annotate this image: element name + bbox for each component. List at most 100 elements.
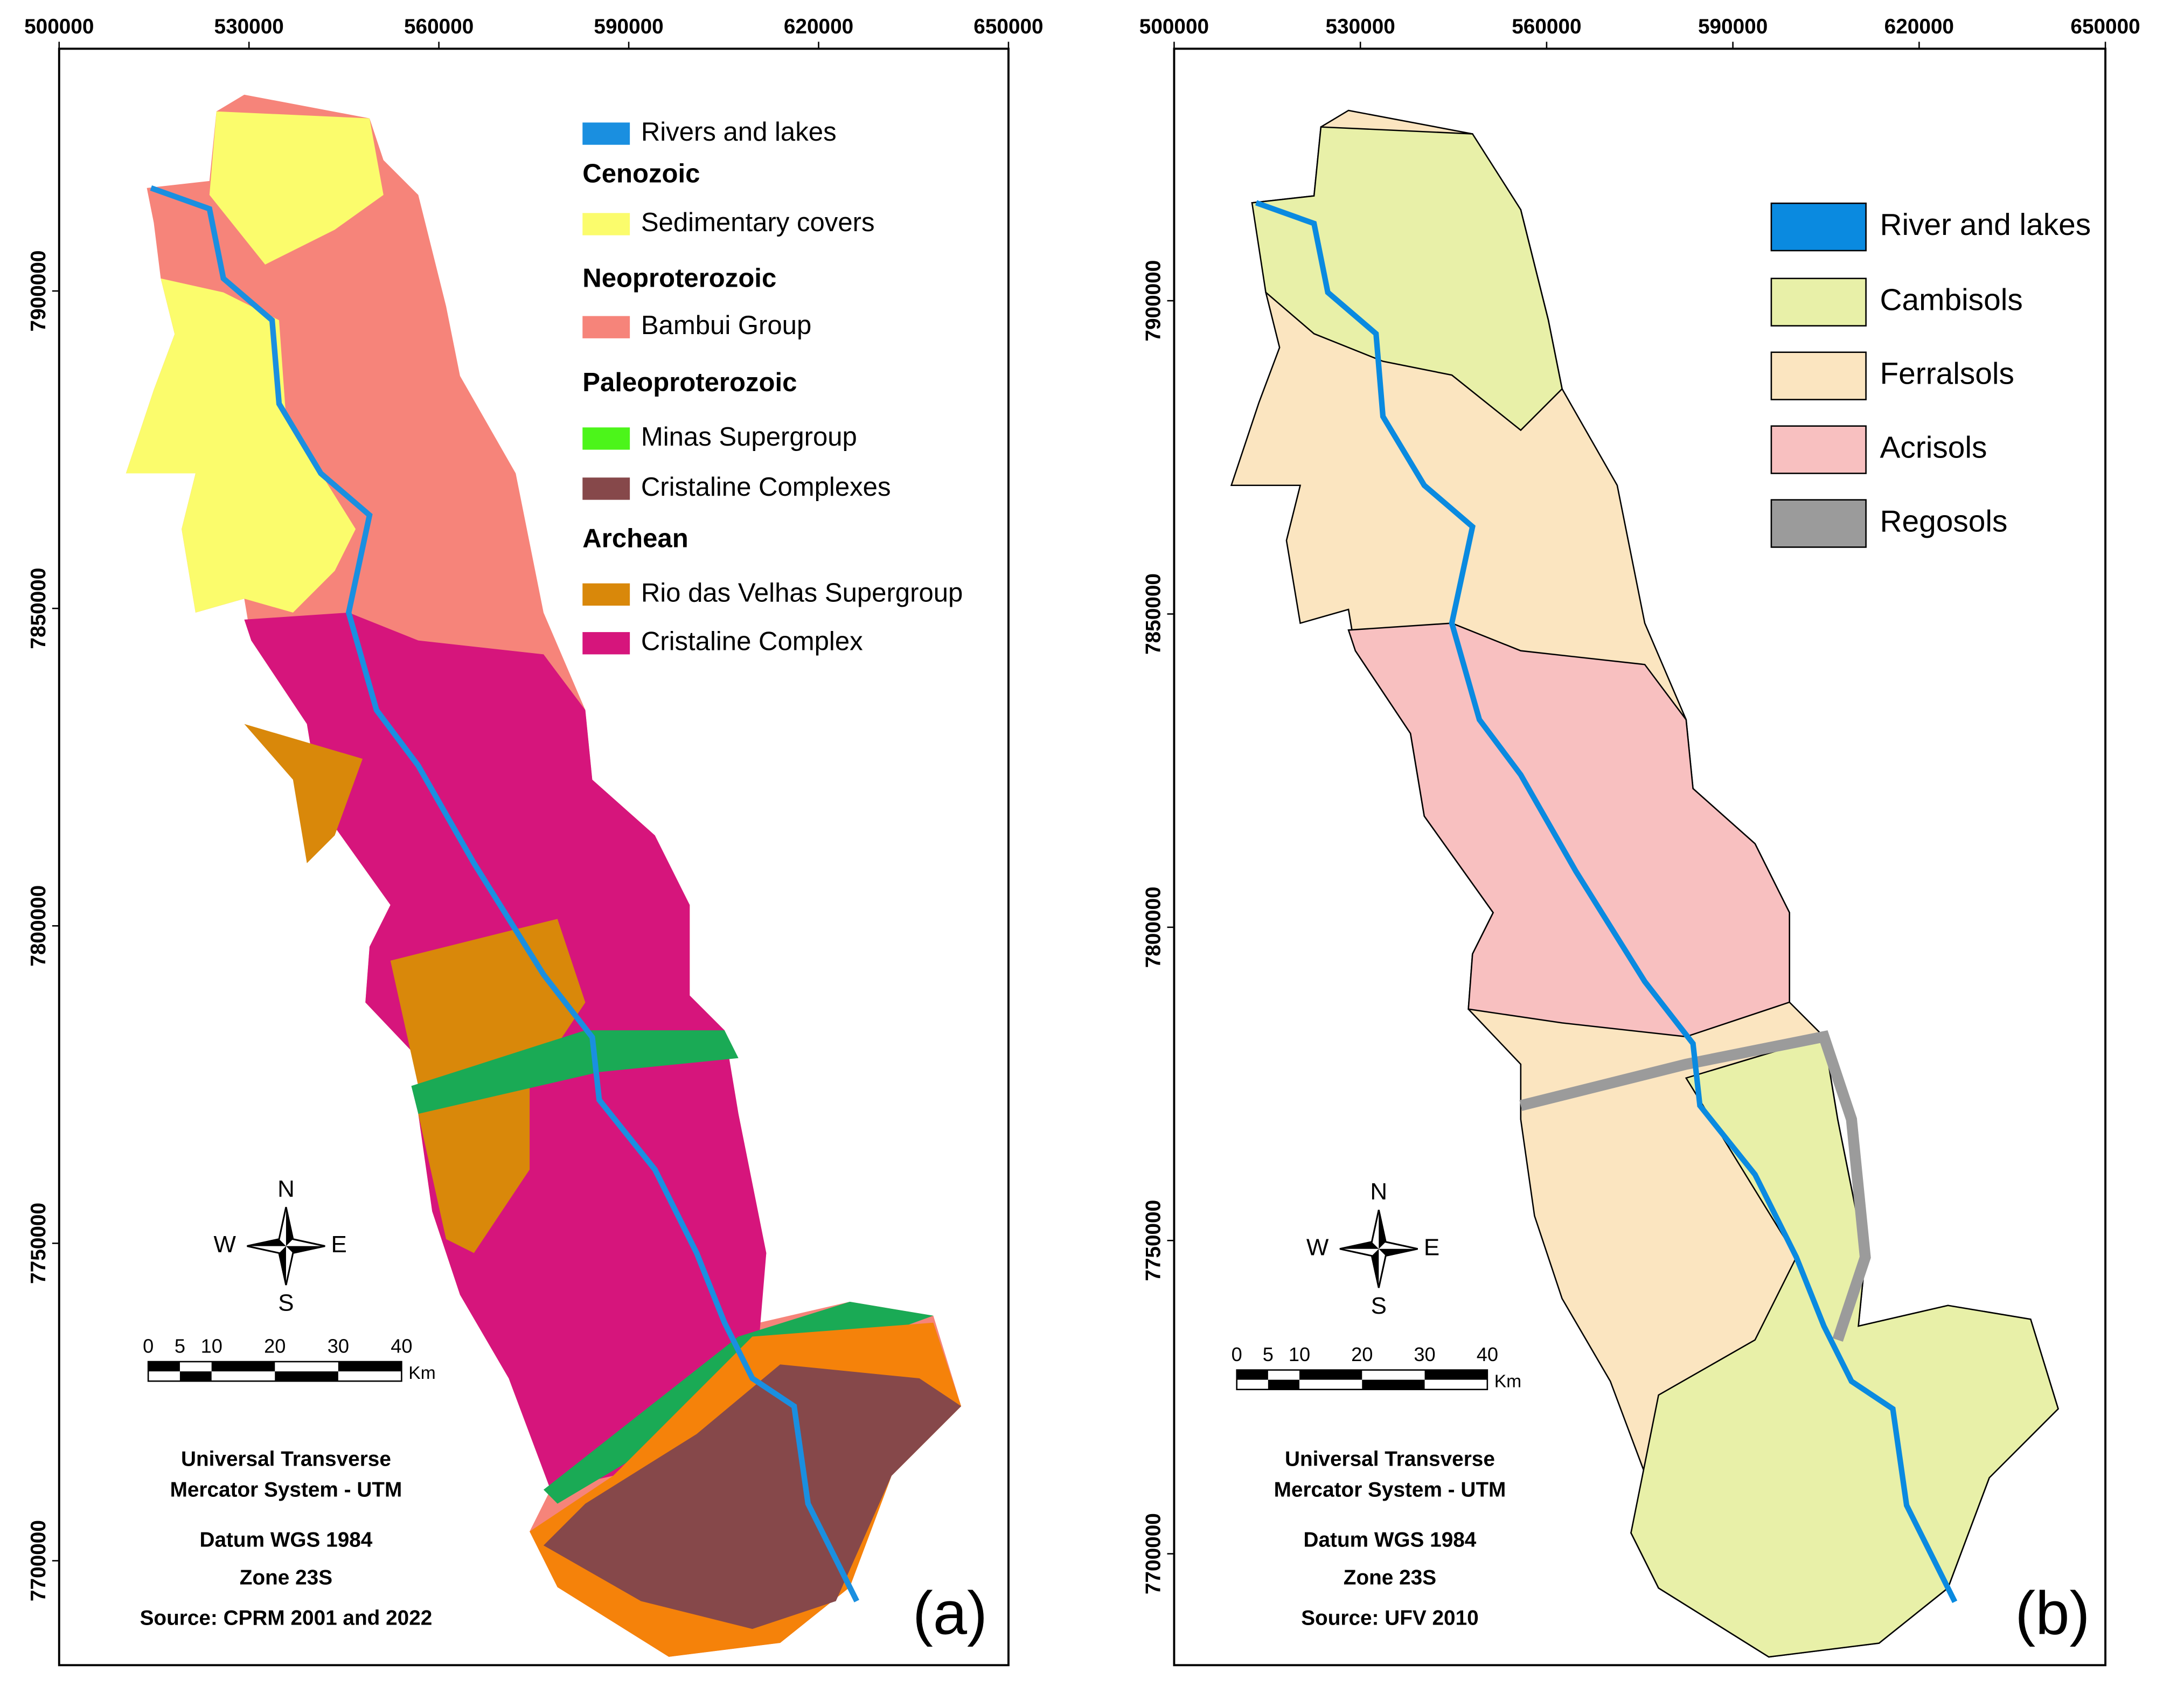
map-note: Source: CPRM 2001 and 2022	[140, 1606, 433, 1629]
x-tick-label: 590000	[1698, 15, 1768, 38]
scale-label: 0	[1232, 1343, 1242, 1365]
geology-map	[126, 94, 962, 1657]
y-tick-label: 7850000	[27, 568, 50, 649]
sediment-area	[126, 278, 356, 613]
compass	[1339, 1210, 1418, 1288]
soil-map	[1230, 109, 2059, 1658]
legend-swatch	[1770, 499, 1867, 548]
x-tick-label: 500000	[1139, 15, 1209, 38]
frame-a	[58, 47, 1010, 1667]
y-tick-label: 7900000	[27, 251, 50, 332]
legend-heading: Paleoproterozoic	[582, 368, 797, 397]
legend-label: Cambisols	[1880, 283, 2022, 317]
legend-swatch	[1770, 425, 1867, 474]
x-tick-label: 650000	[973, 15, 1043, 38]
compass-w: W	[214, 1231, 237, 1258]
legend-swatch	[1770, 351, 1867, 400]
scale-label: 40	[391, 1335, 412, 1357]
velhas-area	[418, 1086, 530, 1253]
x-tick-label: 590000	[594, 15, 663, 38]
x-tick-label: 530000	[214, 15, 284, 38]
frame-b	[1173, 47, 2107, 1667]
panel-label: (a)	[913, 1579, 987, 1648]
sediment-area	[209, 111, 384, 265]
legend-label: Rivers and lakes	[641, 117, 837, 147]
map-note: Zone 23S	[240, 1566, 332, 1589]
scale-unit: Km	[1494, 1372, 1521, 1392]
legend-swatch	[1770, 277, 1867, 327]
map-note: Mercator System - UTM	[170, 1479, 402, 1502]
scale-segment	[148, 1362, 180, 1372]
acrisol-area	[1347, 622, 1790, 1038]
x-tick-label: 560000	[1512, 15, 1581, 38]
legend-label: River and lakes	[1880, 208, 2091, 242]
map-note: Mercator System - UTM	[1274, 1479, 1506, 1502]
x-tick-label: 650000	[2070, 15, 2140, 38]
x-tick-label: 620000	[1884, 15, 1954, 38]
y-tick-label: 7850000	[1142, 573, 1165, 655]
legend-swatch	[582, 213, 630, 235]
legend-swatch	[582, 316, 630, 338]
scale-label: 5	[1263, 1343, 1274, 1365]
compass-s: S	[278, 1290, 294, 1316]
map-note: Universal Transverse	[181, 1448, 391, 1471]
panel-label: (b)	[2015, 1579, 2090, 1648]
map-note: Zone 23S	[1344, 1566, 1436, 1589]
map-note: Universal Transverse	[1285, 1448, 1495, 1471]
scale-segment	[179, 1371, 212, 1382]
map-note: Datum WGS 1984	[199, 1529, 372, 1552]
legend-heading: Neoproterozoic	[582, 263, 776, 293]
compass	[247, 1207, 325, 1285]
x-tick-label: 620000	[784, 15, 853, 38]
velhas-area	[244, 724, 363, 864]
x-tick-label: 500000	[24, 15, 94, 38]
legend-label: Cristaline Complex	[641, 627, 863, 656]
scale-label: 30	[328, 1335, 349, 1357]
legend-swatch	[582, 583, 630, 606]
compass-s: S	[1371, 1293, 1387, 1319]
legend-label: Sedimentary covers	[641, 208, 875, 237]
y-tick-label: 7900000	[1142, 260, 1165, 342]
legend-swatch	[582, 632, 630, 655]
scale-label: 20	[264, 1335, 286, 1357]
y-tick-label: 7800000	[27, 885, 50, 967]
compass-e: E	[331, 1231, 346, 1258]
y-tick-label: 7800000	[1142, 886, 1165, 968]
y-tick-label: 7750000	[1142, 1200, 1165, 1281]
map-note: Source: UFV 2010	[1301, 1606, 1479, 1629]
map-note: Datum WGS 1984	[1304, 1529, 1477, 1552]
y-tick-label: 7700000	[27, 1520, 50, 1601]
scale-segment	[1236, 1370, 1268, 1380]
legend-label: Minas Supergroup	[641, 422, 857, 452]
scale-label: 40	[1477, 1343, 1498, 1365]
legend-swatch	[582, 427, 630, 450]
scale-segment	[1362, 1379, 1425, 1390]
scale-segment	[1424, 1370, 1487, 1380]
scale-segment	[275, 1371, 338, 1382]
legend-label: Regosols	[1880, 505, 2007, 539]
scale-label: 10	[1289, 1343, 1310, 1365]
y-tick-label: 7700000	[1142, 1513, 1165, 1594]
compass-n: N	[1370, 1178, 1387, 1205]
scale-label: 5	[175, 1335, 185, 1357]
scale-label: 30	[1414, 1343, 1435, 1365]
green-band	[411, 1030, 739, 1114]
legend-swatch	[582, 122, 630, 145]
legend-heading: Cenozoic	[582, 159, 700, 189]
scale-segment	[1299, 1370, 1362, 1380]
x-tick-label: 560000	[404, 15, 474, 38]
scale-segment	[211, 1362, 275, 1372]
scale-label: 10	[201, 1335, 222, 1357]
y-tick-label: 7750000	[27, 1203, 50, 1284]
scale-segment	[338, 1362, 402, 1372]
scale-segment	[1268, 1379, 1299, 1390]
regosol-band	[1519, 1030, 1871, 1342]
scale-label: 0	[143, 1335, 154, 1357]
scale-unit: Km	[408, 1363, 435, 1383]
legend-label: Cristaline Complexes	[641, 473, 891, 502]
legend-swatch	[1770, 202, 1867, 252]
legend-swatch	[582, 477, 630, 500]
brown-area	[543, 1364, 962, 1629]
cambisol-area	[1251, 126, 1563, 432]
